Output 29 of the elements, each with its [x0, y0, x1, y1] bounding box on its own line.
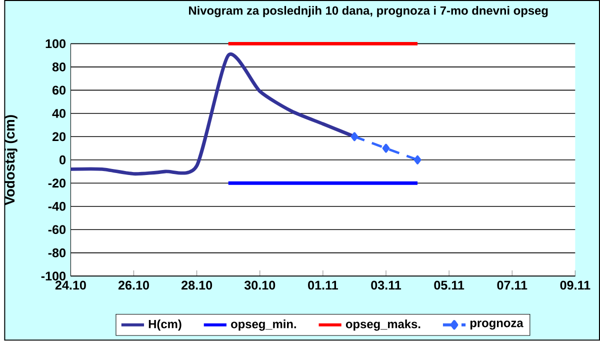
y-tick-label: -60	[48, 225, 66, 234]
x-tick-label: 01.11	[308, 280, 338, 290]
legend-label: opseg_maks.	[346, 320, 420, 331]
legend-label: opseg_min.	[231, 320, 296, 331]
y-tick-label: 40	[52, 109, 66, 118]
x-tick-label: 07.11	[497, 280, 528, 290]
x-tick-label: 30.10	[244, 280, 276, 290]
x-tick-label: 26.10	[118, 280, 149, 290]
x-tick-label: 24.10	[55, 280, 86, 290]
y-tick-label: -20	[48, 178, 66, 188]
x-tick-label: 09.11	[560, 280, 590, 290]
x-tick-label: 28.10	[182, 280, 212, 290]
y-tick-label: 0	[60, 156, 66, 165]
legend-label: H(cm)	[148, 320, 182, 331]
chart-title: Nivogram za poslednjih 10 dana, prognoza i 7-mo dnevni opseg	[189, 6, 548, 18]
x-tick-label: 03.11	[371, 280, 402, 290]
y-tick-label: -80	[48, 248, 66, 258]
point	[382, 144, 390, 153]
legend-label: prognoza	[470, 320, 524, 330]
point	[350, 132, 358, 142]
y-tick-label: 80	[52, 62, 66, 72]
x-tick-label: 05.11	[434, 280, 464, 290]
point	[414, 156, 422, 165]
y-tick-label: 100	[46, 39, 66, 48]
y-axis-title: Vodostaj (cm)	[4, 115, 18, 206]
y-tick-label: 60	[52, 86, 66, 95]
y-tick-label: 20	[52, 132, 66, 142]
y-tick-label: -40	[48, 202, 66, 211]
y-tick-label: -100	[41, 272, 66, 281]
